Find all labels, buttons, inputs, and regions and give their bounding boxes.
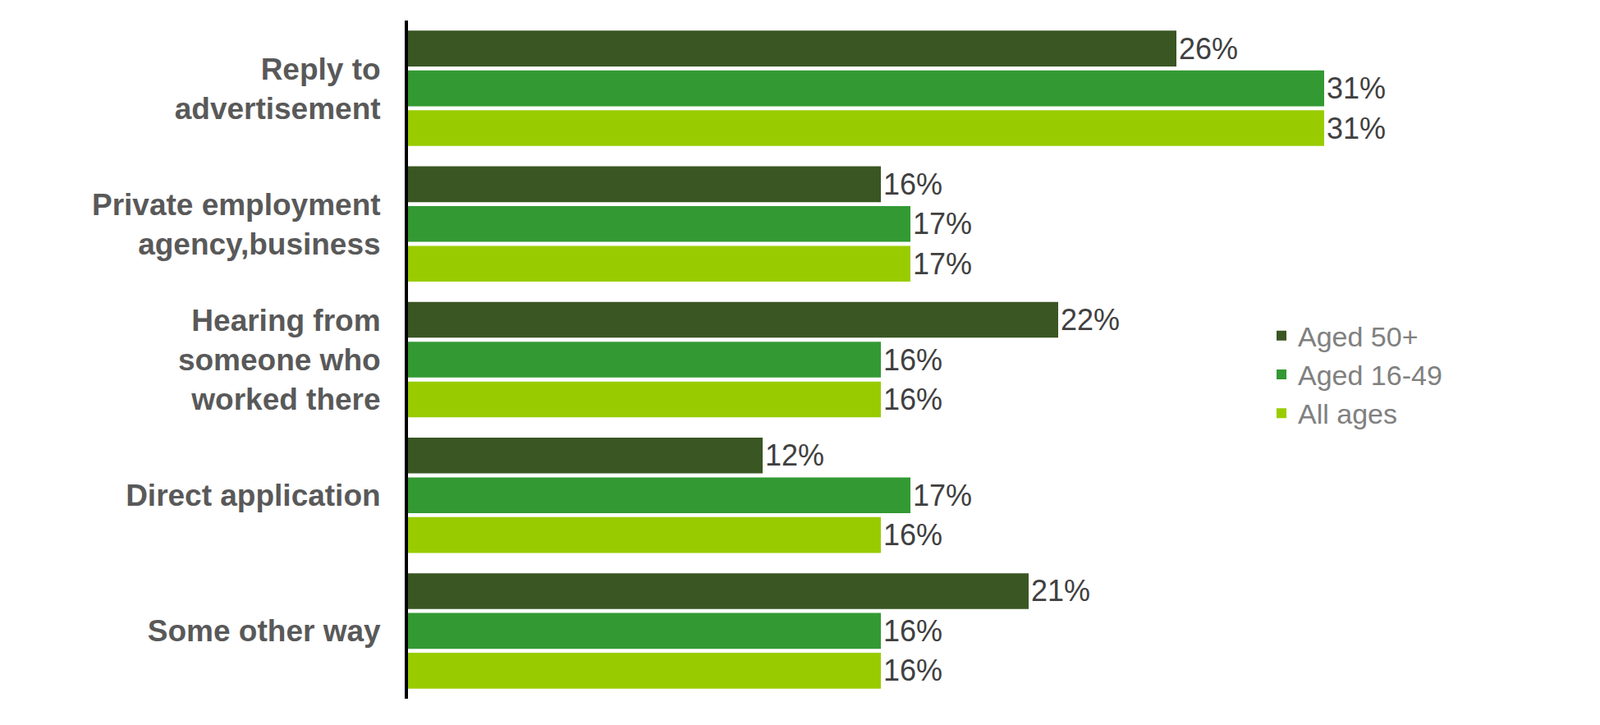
svg-text:12%: 12%: [765, 438, 825, 473]
svg-text:Aged 50+: Aged 50+: [1297, 320, 1419, 353]
svg-text:17%: 17%: [912, 247, 972, 281]
svg-text:17%: 17%: [912, 478, 972, 513]
svg-text:26%: 26%: [1178, 32, 1238, 66]
svg-text:Aged 16-49: Aged 16-49: [1297, 359, 1443, 391]
svg-text:17%: 17%: [912, 206, 972, 241]
svg-text:21%: 21%: [1031, 573, 1091, 608]
svg-text:Direct application: Direct application: [125, 478, 381, 513]
svg-text:16%: 16%: [883, 518, 943, 552]
svg-text:16%: 16%: [883, 653, 943, 688]
svg-text:All ages: All ages: [1297, 398, 1398, 430]
svg-text:Private employmentagency,busin: Private employmentagency,business: [91, 187, 381, 262]
svg-text:31%: 31%: [1326, 71, 1386, 106]
svg-text:22%: 22%: [1060, 302, 1120, 337]
svg-text:16%: 16%: [883, 382, 943, 417]
svg-text:Hearing fromsomeone whoworked: Hearing fromsomeone whoworked there: [178, 303, 381, 417]
svg-text:31%: 31%: [1326, 111, 1386, 146]
svg-text:Some other way: Some other way: [147, 614, 381, 648]
svg-text:16%: 16%: [883, 614, 943, 648]
svg-text:16%: 16%: [883, 343, 943, 377]
svg-text:16%: 16%: [883, 167, 943, 202]
svg-text:Reply toadvertisement: Reply toadvertisement: [174, 52, 381, 126]
